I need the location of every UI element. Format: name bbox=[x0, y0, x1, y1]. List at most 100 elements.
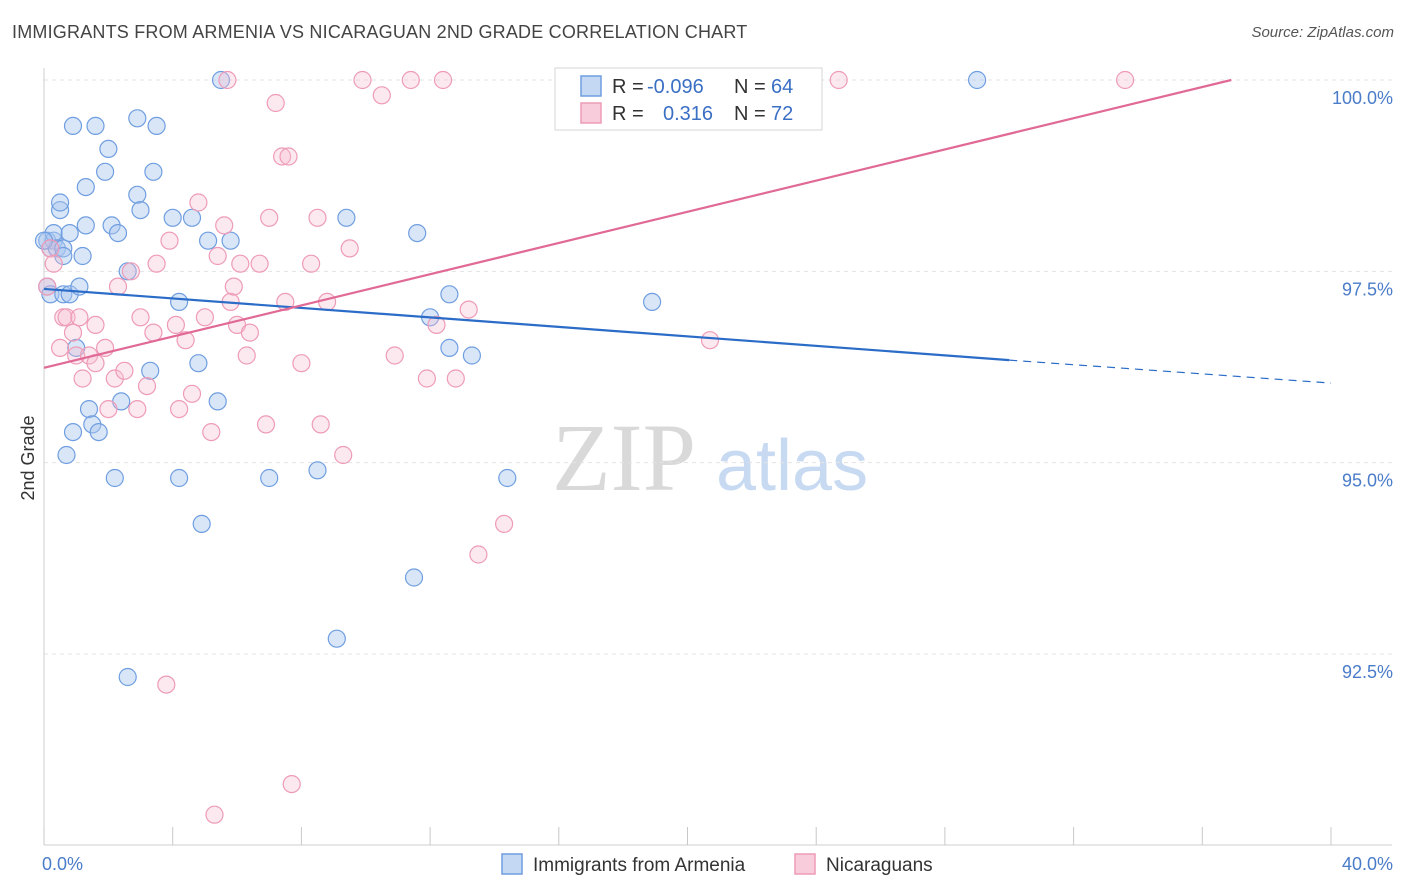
armenia-point bbox=[50, 201, 70, 220]
source-label: Source: ZipAtlas.com bbox=[1251, 24, 1394, 41]
nicaraguans-point bbox=[189, 193, 208, 212]
nicaraguans-point bbox=[115, 361, 134, 380]
nicaraguans-point bbox=[166, 315, 185, 334]
legend-n-label-2: N = bbox=[734, 103, 766, 125]
armenia-point bbox=[170, 468, 189, 488]
armenia-point bbox=[163, 208, 182, 227]
legend-swatch-armenia bbox=[580, 75, 602, 97]
y-tick-label: 92.5% bbox=[1342, 662, 1393, 682]
armenia-point bbox=[79, 400, 99, 419]
nicaraguans-point bbox=[128, 400, 147, 419]
armenia-point bbox=[76, 216, 95, 235]
nicaraguans-point bbox=[147, 254, 166, 273]
armenia-point bbox=[57, 445, 76, 465]
y-tick-label: 100.0% bbox=[1332, 88, 1393, 108]
nicaraguans-point bbox=[240, 323, 259, 342]
legend-r-value-1: -0.096 bbox=[647, 76, 704, 98]
armenia-point bbox=[76, 178, 95, 197]
watermark-atlas: atlas bbox=[716, 426, 868, 506]
nicaraguans-point bbox=[417, 369, 436, 388]
armenia-point bbox=[108, 224, 128, 243]
armenia-point bbox=[128, 185, 147, 204]
nicaraguans-point bbox=[202, 423, 221, 442]
nicaraguans-point bbox=[105, 369, 124, 388]
armenia-point bbox=[141, 361, 160, 380]
armenia-point bbox=[105, 468, 124, 488]
armenia-point bbox=[144, 162, 163, 181]
armenia-point bbox=[462, 346, 481, 365]
armenia-point bbox=[182, 208, 202, 227]
nicaraguans-point bbox=[144, 323, 163, 342]
nicaraguans-point bbox=[208, 246, 227, 266]
armenia-point bbox=[86, 116, 105, 136]
armenia-point bbox=[192, 514, 211, 534]
armenia-trend-line bbox=[43, 287, 1010, 362]
nicaraguans-point bbox=[86, 315, 105, 334]
nicaraguans-point bbox=[372, 86, 391, 105]
armenia-point bbox=[95, 162, 115, 181]
armenia-point bbox=[211, 70, 231, 90]
legend-r-label-2: R = bbox=[612, 103, 644, 125]
nicaraguans-point bbox=[38, 277, 57, 296]
nicaraguans-point bbox=[469, 545, 488, 564]
nicaraguans-point bbox=[495, 514, 514, 534]
nicaraguans-point bbox=[427, 315, 446, 334]
y-tick-label: 95.0% bbox=[1342, 471, 1393, 491]
armenia-point bbox=[404, 568, 424, 587]
nicaraguans-point bbox=[1115, 70, 1135, 90]
armenia-point bbox=[967, 70, 987, 90]
legend-n-value-2: 72 bbox=[771, 103, 793, 125]
bottom-legend-swatch-armenia bbox=[501, 853, 523, 875]
nicaraguans-point bbox=[176, 331, 195, 350]
nicaraguans-point bbox=[318, 292, 337, 311]
armenia-point bbox=[199, 231, 218, 250]
nicaraguans-point bbox=[160, 231, 179, 250]
nicaraguans-point bbox=[700, 331, 720, 350]
nicaraguans-point bbox=[121, 262, 140, 281]
nicaraguans-point bbox=[108, 277, 128, 296]
armenia-point bbox=[327, 629, 346, 648]
armenia-point bbox=[440, 338, 459, 357]
chart-title: IMMIGRANTS FROM ARMENIA VS NICARAGUAN 2N… bbox=[12, 22, 748, 42]
nicaraguans-point bbox=[57, 308, 76, 327]
armenia-point bbox=[128, 109, 147, 128]
armenia-point bbox=[131, 201, 150, 220]
armenia-point bbox=[73, 246, 92, 266]
armenia-point bbox=[99, 139, 118, 158]
y-tick-label: 97.5% bbox=[1342, 279, 1393, 299]
armenia-point bbox=[408, 224, 427, 243]
nicaraguans-point bbox=[353, 70, 372, 90]
nicaraguans-point bbox=[224, 277, 243, 296]
bottom-legend-armenia: Immigrants from Armenia bbox=[533, 855, 746, 876]
armenia-point bbox=[50, 193, 70, 212]
x-tick-label: 0.0% bbox=[42, 854, 83, 874]
nicaraguans-point bbox=[182, 384, 202, 403]
nicaraguans-point bbox=[137, 377, 157, 396]
nicaraguans-point bbox=[459, 300, 478, 319]
y-axis-label: 2nd Grade bbox=[18, 415, 38, 500]
nicaraguans-point bbox=[433, 70, 453, 90]
nicaraguans-point bbox=[260, 208, 279, 227]
nicaraguans-point bbox=[282, 774, 301, 794]
armenia-point bbox=[440, 285, 459, 304]
nicaraguans-point bbox=[131, 308, 150, 327]
nicaraguans-point bbox=[157, 675, 176, 694]
armenia-point bbox=[189, 354, 208, 373]
nicaraguans-point bbox=[266, 93, 285, 113]
nicaraguans-point bbox=[829, 70, 848, 90]
nicaraguans-point bbox=[73, 369, 92, 388]
nicaraguans-point bbox=[308, 208, 327, 227]
nicaraguans-point bbox=[237, 346, 256, 365]
armenia-point bbox=[208, 392, 227, 411]
nicaraguans-point bbox=[302, 254, 321, 273]
nicaraguans-point bbox=[44, 254, 63, 273]
bottom-legend-nicaraguans: Nicaraguans bbox=[826, 855, 933, 876]
nicaraguans-point bbox=[279, 147, 298, 166]
armenia-point bbox=[118, 667, 137, 687]
nicaraguans-point bbox=[446, 369, 465, 388]
nicaraguans-point bbox=[215, 216, 234, 235]
bottom-legend-swatch-nicaraguans bbox=[794, 853, 816, 875]
armenia-point bbox=[63, 423, 83, 442]
nicaraguans-point bbox=[385, 346, 404, 365]
nicaraguans-point bbox=[250, 254, 269, 273]
